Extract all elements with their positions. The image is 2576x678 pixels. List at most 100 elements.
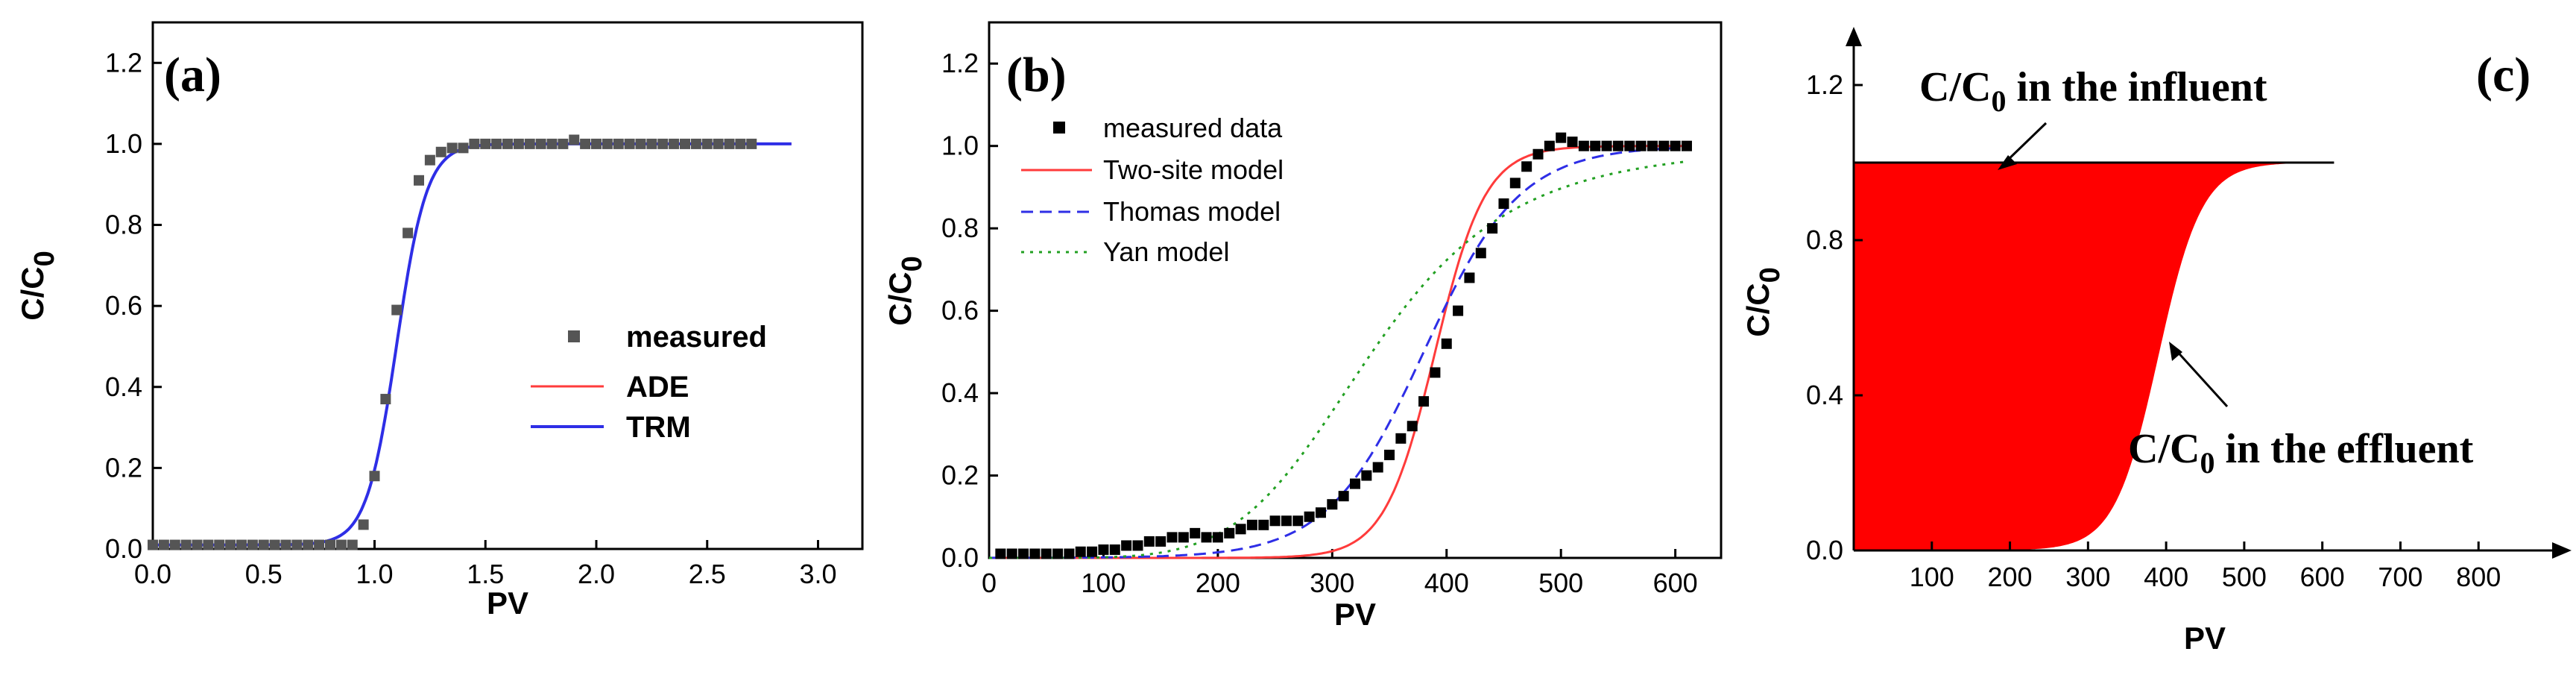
measured-point	[1635, 140, 1647, 151]
panel-c-effluent-arrow-line	[2174, 348, 2229, 408]
y-tick-label: 0.0	[1806, 535, 1843, 565]
svg-text:C/C0: C/C0	[883, 256, 928, 325]
panel-c: 100 200 300 400 500 600 700 800 0.0 0.4 0.8 1.2 (c…	[1740, 27, 2572, 656]
panel-c-effluent-arrow-head	[2169, 342, 2182, 361]
measured-point	[690, 138, 701, 149]
x-tick-label: 200	[1196, 568, 1240, 598]
measured-point	[1006, 548, 1017, 559]
measured-point	[1235, 524, 1246, 535]
measured-point	[1395, 433, 1407, 444]
panel-a-legend-ade: ADE	[626, 371, 689, 404]
measured-point	[280, 539, 291, 550]
y-tick-label: 0.4	[105, 371, 142, 402]
panel-b-x-axis-label: PV	[1334, 597, 1376, 632]
measured-point	[524, 138, 535, 149]
measured-point	[602, 138, 613, 149]
panel-c-x-ticks: 100 200 300 400 500 600 700 800	[1910, 542, 2501, 592]
measured-point	[713, 138, 724, 149]
measured-point	[701, 138, 713, 149]
measured-point	[569, 134, 580, 145]
measured-point	[491, 138, 502, 149]
panel-c-annotation-influent-rest: in the influent	[2006, 64, 2267, 110]
measured-point	[435, 146, 446, 157]
measured-point	[1544, 140, 1555, 151]
measured-point	[402, 227, 414, 239]
measured-point	[269, 539, 280, 550]
measured-point	[746, 138, 757, 149]
x-tick-label: 300	[1310, 568, 1354, 598]
measured-point	[1178, 532, 1189, 543]
panel-c-x-axis-label: PV	[2184, 621, 2226, 656]
measured-point	[1167, 532, 1178, 543]
y-tick-label: 0.2	[941, 460, 979, 491]
measured-point	[236, 539, 247, 550]
measured-point	[291, 539, 303, 550]
panel-b-axes-frame	[988, 21, 1723, 559]
measured-point	[1041, 548, 1052, 559]
measured-point	[1132, 540, 1143, 551]
measured-point	[203, 539, 214, 550]
measured-point	[1441, 338, 1452, 349]
measured-point	[303, 539, 314, 550]
measured-point	[624, 138, 635, 149]
series-line-yan-model	[989, 160, 1688, 559]
measured-point	[680, 138, 690, 149]
measured-point	[635, 138, 646, 149]
x-tick-label: 100	[1081, 568, 1126, 598]
y-tick-label: 0.6	[941, 295, 979, 326]
panel-c-annotation-influent: C/C0 in the influent	[1919, 64, 2267, 118]
measured-point	[1372, 462, 1383, 473]
panel-a-label: (a)	[164, 48, 221, 102]
measured-point	[1327, 499, 1338, 510]
y-tick-label: 0.6	[105, 290, 142, 321]
measured-point	[1601, 140, 1612, 151]
series-line-two-site-model	[989, 145, 1687, 559]
x-tick-label: 600	[1653, 568, 1698, 598]
measured-point	[535, 138, 546, 149]
measured-point	[335, 539, 347, 550]
measured-point	[1532, 148, 1544, 160]
x-tick-label: 0.5	[245, 559, 282, 589]
measured-point	[724, 138, 735, 149]
measured-point	[657, 138, 669, 149]
measured-point	[1658, 140, 1670, 151]
measured-point	[258, 539, 269, 550]
measured-point	[1075, 546, 1086, 557]
y-tick-label: 0.0	[941, 542, 979, 573]
panel-a-legend: measured ADE TRM	[531, 321, 767, 444]
panel-b-legend-marker-measured	[1053, 122, 1065, 134]
measured-point	[502, 138, 513, 149]
panel-a-y-ticks: 0.0 0.2 0.4 0.6 0.8 1.0 1.2	[105, 47, 162, 564]
measured-point	[358, 519, 369, 530]
panel-a-measured-points	[148, 134, 757, 550]
panel-b-legend-thomas: Thomas model	[1103, 196, 1281, 227]
x-tick-label: 1.5	[467, 559, 504, 589]
measured-point	[1612, 140, 1623, 151]
measured-point	[646, 138, 657, 149]
panel-c-y-axis-label-sub: 0	[1755, 267, 1786, 283]
measured-point	[347, 539, 358, 550]
measured-point	[613, 138, 624, 149]
measured-point	[1407, 421, 1418, 432]
measured-point	[735, 138, 746, 149]
measured-point	[1453, 305, 1464, 316]
measured-point	[1201, 532, 1212, 543]
measured-point	[1258, 519, 1269, 530]
measured-point	[1475, 248, 1486, 259]
x-tick-label: 1.0	[356, 559, 393, 589]
measured-point	[1509, 178, 1521, 189]
measured-point	[1670, 140, 1681, 151]
measured-point	[391, 304, 402, 316]
measured-point	[1338, 491, 1349, 502]
measured-point	[1029, 548, 1041, 559]
panel-a-y-axis-label: C/C0	[15, 251, 60, 320]
x-tick-label: 0.0	[134, 559, 171, 589]
measured-point	[480, 138, 491, 149]
panel-b-label: (b)	[1006, 48, 1067, 102]
measured-point	[558, 138, 569, 149]
panel-c-influent-arrow-head	[1998, 155, 2017, 170]
panel-b-y-axis-label-sub: 0	[897, 256, 928, 271]
measured-point	[1521, 161, 1532, 172]
panel-b-legend-measured: measured data	[1103, 113, 1283, 143]
measured-point	[1292, 515, 1304, 527]
